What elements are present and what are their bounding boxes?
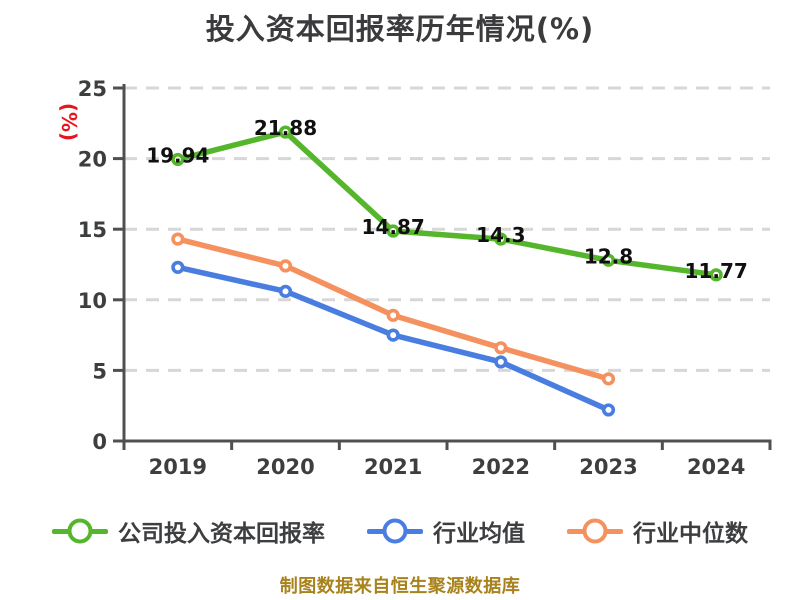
legend-marker-company-roic [52, 517, 108, 545]
x-tick-label: 2021 [364, 455, 422, 479]
data-point-label: 19.94 [146, 143, 209, 167]
series-line-0 [175, 129, 719, 278]
legend-dot-icon [382, 518, 408, 544]
y-tick-label: 25 [78, 77, 107, 101]
data-source-note: 制图数据来自恒生聚源数据库 [279, 576, 521, 597]
x-tick-label: 2022 [472, 455, 530, 479]
data-point-marker [601, 372, 616, 386]
chart-title: 投入资本回报率历年情况(%) [205, 12, 595, 46]
x-tick-label: 2019 [149, 455, 207, 479]
y-axis-label: (%) [57, 103, 81, 141]
data-point-marker [278, 284, 293, 298]
y-tick-label: 20 [78, 148, 107, 172]
data-point-marker [278, 259, 293, 273]
legend-item-company-roic: 公司投入资本回报率 [52, 514, 325, 548]
y-tick-label: 15 [78, 218, 107, 242]
chart-legend: 公司投入资本回报率 行业均值 行业中位数 [0, 514, 800, 548]
legend-dot-icon [67, 518, 93, 544]
legend-dot-icon [582, 518, 608, 544]
data-point-marker [386, 224, 400, 238]
x-tick-label: 2020 [256, 455, 314, 479]
data-point-marker [494, 341, 508, 355]
data-point-marker [171, 260, 185, 274]
y-tick-label: 5 [92, 359, 107, 383]
axes-layer: 0 5 10 15 20 25 2019 2020 2021 2022 2023 2024 [78, 77, 772, 479]
data-point-marker [386, 308, 400, 322]
y-tick-label: 0 [92, 430, 107, 454]
x-tick-label: 2024 [687, 455, 745, 479]
data-point-marker [171, 152, 185, 167]
legend-label-company-roic: 公司投入资本回报率 [118, 521, 325, 547]
data-point-label: 14.3 [476, 223, 525, 247]
data-point-label: 11.77 [685, 259, 748, 283]
data-labels-layer: 19.94 21.88 14.87 14.3 12.8 11.77 [146, 116, 748, 283]
data-point-marker [386, 328, 400, 342]
legend-item-industry-mean: 行业均值 [367, 514, 525, 548]
data-point-marker [601, 403, 616, 417]
data-point-marker [494, 232, 508, 246]
legend-marker-industry-median [567, 517, 623, 545]
legend-label-industry-median: 行业中位数 [633, 521, 748, 547]
data-point-label: 14.87 [362, 215, 425, 239]
x-tick-label: 2023 [579, 455, 637, 479]
data-point-label: 12.8 [584, 244, 633, 268]
data-point-marker [601, 253, 616, 267]
data-point-marker [494, 355, 508, 369]
series-lines-layer [171, 125, 723, 417]
data-point-marker [709, 268, 723, 282]
legend-item-industry-median: 行业中位数 [567, 514, 748, 548]
gridlines-layer [124, 86, 770, 372]
data-point-label: 21.88 [254, 116, 317, 140]
data-point-marker [171, 232, 185, 246]
legend-marker-industry-mean [367, 517, 423, 545]
data-point-marker [278, 125, 293, 139]
legend-label-industry-mean: 行业均值 [433, 521, 525, 547]
y-tick-label: 10 [78, 289, 107, 313]
